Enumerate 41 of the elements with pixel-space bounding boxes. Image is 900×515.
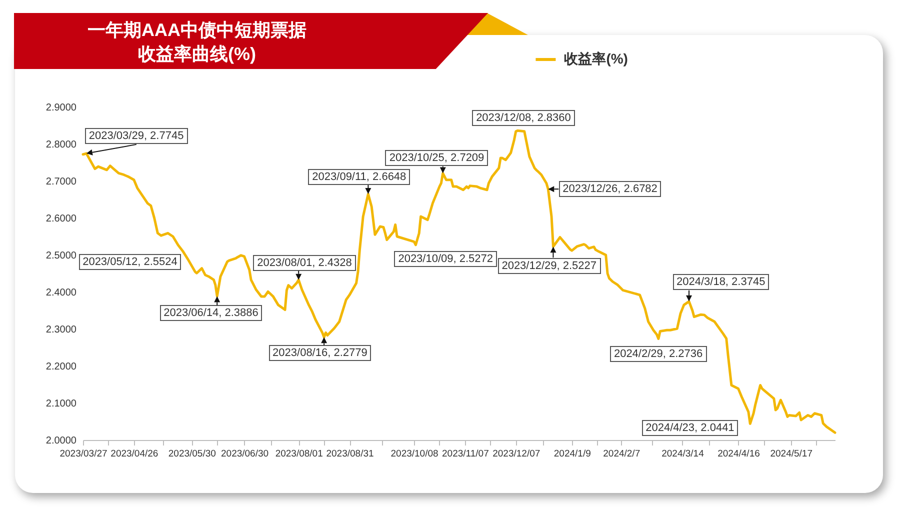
annotation: 2023/05/12, 2.5524 [78, 254, 182, 270]
y-tick-label: 2.0000 [46, 436, 77, 446]
y-tick-label: 2.4000 [46, 288, 77, 298]
y-tick-label: 2.8000 [46, 140, 77, 150]
annotation: 2023/12/26, 2.6782 [558, 181, 662, 198]
y-tick-label: 2.6000 [46, 214, 77, 224]
x-tick-label: 2023/03/27 [60, 448, 108, 460]
y-tick-label: 2.1000 [46, 398, 77, 410]
x-tick-label: 2024/2/7 [603, 448, 640, 460]
annotation: 2024/4/23, 2.0441 [642, 420, 738, 436]
x-tick-label: 2024/3/14 [662, 448, 704, 460]
y-tick-label: 2.7000 [46, 176, 77, 188]
x-tick-label: 2023/10/08 [390, 448, 438, 460]
x-tick-label: 2023/06/30 [220, 448, 269, 460]
line-series [82, 129, 836, 434]
annotation: 2023/08/16, 2.2779 [268, 345, 372, 362]
y-tick-label: 2.9000 [46, 102, 77, 114]
annotation: 2023/12/08, 2.8360 [472, 110, 575, 126]
annotation: 2023/12/29, 2.5227 [498, 258, 601, 274]
x-tick-label: 2023/05/30 [168, 448, 216, 460]
x-tick-label: 2023/11/07 [442, 448, 489, 460]
annotation: 2023/09/11, 2.6648 [308, 169, 410, 186]
y-tick-label: 2.3000 [46, 324, 77, 336]
y-tick-label: 2.5000 [46, 250, 77, 262]
x-tick-label: 2024/1/9 [554, 448, 591, 460]
x-tick-label: 2024/4/16 [718, 448, 760, 460]
annotation: 2023/06/14, 2.3886 [160, 305, 262, 322]
x-tick-label: 2023/08/31 [326, 448, 374, 460]
annotation: 2024/2/29, 2.2736 [610, 346, 707, 362]
annotation: 2023/10/09, 2.5272 [394, 250, 498, 267]
legend-label: 收益率(%) [564, 50, 628, 66]
annotation: 2023/03/29, 2.7745 [84, 128, 188, 144]
annotation: 2024/3/18, 2.3745 [672, 274, 770, 290]
annotation: 2023/10/25, 2.7209 [385, 150, 488, 166]
chart-title: 一年期AAA中债中短期票据收益率曲线(%) [86, 19, 308, 66]
x-tick-label: 2023/08/01 [275, 448, 323, 460]
y-tick-label: 2.2000 [46, 362, 77, 372]
x-tick-label: 2023/12/07 [492, 448, 540, 460]
x-tick-label: 2023/04/26 [110, 448, 158, 460]
x-tick-label: 2024/5/17 [770, 448, 812, 460]
annotation: 2023/08/01, 2.4328 [253, 254, 356, 271]
